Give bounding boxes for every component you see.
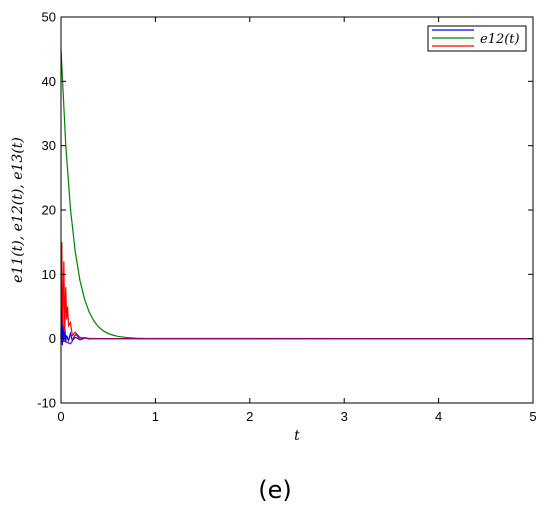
panel-label: (e) <box>258 476 292 504</box>
plot-area <box>61 17 533 403</box>
y-axis-label: e11(t), e12(t), e13(t) <box>10 137 26 283</box>
y-tick-label: -10 <box>37 396 56 411</box>
x-tick-label: 0 <box>57 409 64 424</box>
y-tick-label: 20 <box>42 203 56 218</box>
y-tick-label: 40 <box>42 74 56 89</box>
y-tick-label: 0 <box>49 331 56 346</box>
y-tick-label: 30 <box>42 138 56 153</box>
series-layer <box>60 49 534 346</box>
legend: e12(t) <box>427 25 527 52</box>
series-line-3 <box>60 242 533 340</box>
legend-entry: e12(t) <box>480 32 520 47</box>
y-tick-label: 10 <box>42 267 56 282</box>
x-axis-label: t <box>294 428 300 444</box>
series-line-2 <box>60 49 534 340</box>
x-tick-label: 1 <box>152 409 159 424</box>
x-tick-label: 2 <box>246 409 253 424</box>
x-tick-label: 3 <box>341 409 348 424</box>
series-line-4 <box>60 333 533 345</box>
y-tick-label: 50 <box>42 10 56 25</box>
x-tick-label: 5 <box>529 409 536 424</box>
x-tick-label: 4 <box>435 409 442 424</box>
